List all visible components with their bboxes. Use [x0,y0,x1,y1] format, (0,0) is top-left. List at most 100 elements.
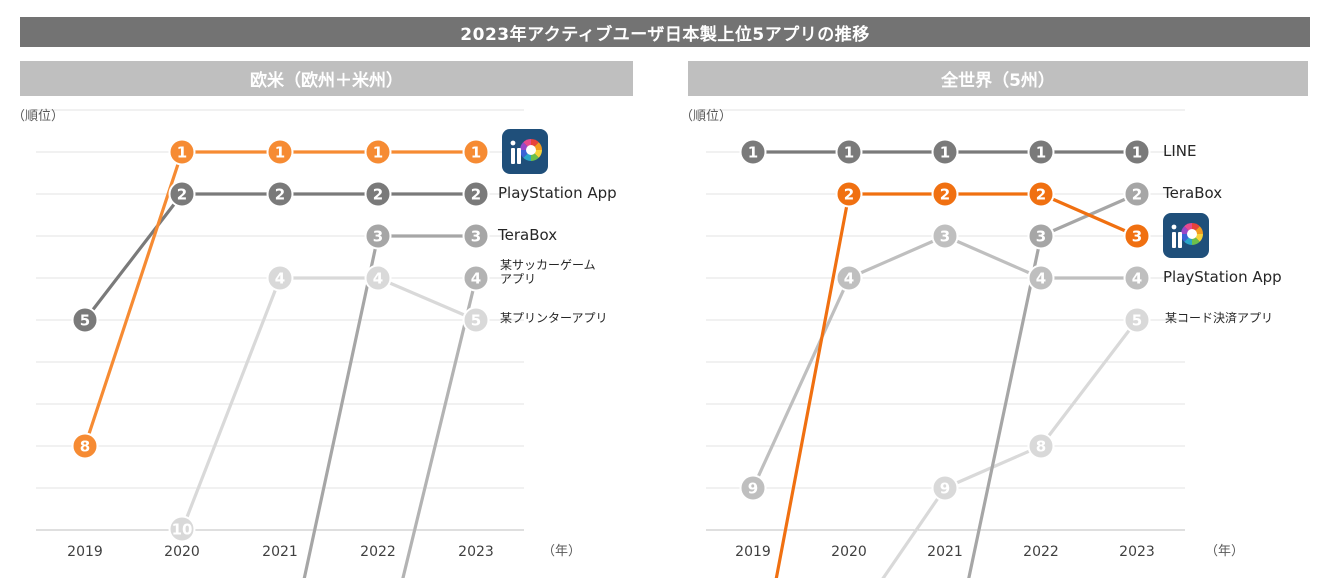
marker-ibispaint-2022: 2 [1027,180,1055,208]
main-title: 2023年アクティブユーザ日本製上位5アプリの推移 [20,17,1310,47]
marker-某コード決済アプリ-2021: 9 [931,474,959,502]
series-line-某プリンターアプリ [180,276,477,531]
svg-text:3: 3 [471,228,481,246]
svg-text:2: 2 [844,186,854,204]
svg-text:4: 4 [1036,270,1046,288]
svg-text:1: 1 [940,144,950,162]
marker-terabox-2023: 3 [462,222,490,250]
marker-ibispaint-2023: 3 [1123,222,1151,250]
marker-terabox-2023: 2 [1123,180,1151,208]
ibis-paint-app-icon [502,129,548,174]
marker-某プリンターアプリ-2023: 5 [462,306,490,334]
svg-text:1: 1 [748,144,758,162]
end-label-playstation-app: PlayStation App [1163,268,1282,286]
marker-playstation-app-2019: 5 [71,306,99,334]
x-tick-2019: 2019 [67,544,103,560]
marker-ibispaint-2021: 2 [931,180,959,208]
x-tick-2022: 2022 [360,544,396,560]
marker-某コード決済アプリ-2023: 5 [1123,306,1151,334]
svg-text:1: 1 [471,144,481,162]
marker-line-2019: 1 [739,138,767,166]
marker-playstation-app-2020: 2 [168,180,196,208]
marker-ibispaint-2020: 2 [835,180,863,208]
marker-ibispaint-2019: 8 [71,432,99,460]
marker-playstation-app-2021: 2 [266,180,294,208]
svg-text:1: 1 [177,144,187,162]
x-tick-2020: 2020 [164,544,200,560]
series-line-terabox [967,192,1138,578]
x-tick-2023: 2023 [1119,544,1155,560]
end-label-某サッカーゲームアプリ: 某サッカーゲームアプリ [500,258,596,286]
end-label-playstation-app: PlayStation App [498,184,617,202]
marker-playstation-app-2019: 9 [739,474,767,502]
svg-text:2: 2 [940,186,950,204]
marker-playstation-app-2020: 4 [835,264,863,292]
svg-text:4: 4 [373,270,383,288]
svg-text:4: 4 [844,270,854,288]
svg-text:5: 5 [1132,312,1142,330]
chart-panel-europe-america: （順位） （年） 2019 2020 2021 2022 2023 10 4 4 5 4 3 3 5 2 2 2 2… [12,109,617,578]
svg-text:5: 5 [471,312,481,330]
series-line-playstation-app [83,192,476,321]
marker-某プリンターアプリ-2020: 10 [168,515,196,543]
marker-line-2022: 1 [1027,138,1055,166]
svg-text:1: 1 [275,144,285,162]
marker-ibispaint-2021: 1 [266,138,294,166]
series-line-ibispaint [774,192,1138,578]
x-tick-2020: 2020 [831,544,867,560]
marker-line-2021: 1 [931,138,959,166]
end-label-某コード決済アプリ: 某コード決済アプリ [1165,310,1273,325]
marker-line-2023: 1 [1123,138,1151,166]
svg-text:2: 2 [1132,186,1142,204]
end-label-terabox: TeraBox [1162,184,1222,202]
x-axis-label: （年） [1205,544,1244,559]
svg-text:4: 4 [275,270,285,288]
svg-text:10: 10 [172,521,193,539]
x-tick-2019: 2019 [735,544,771,560]
series-line-某サッカーゲームアプリ [401,277,478,578]
marker-line-2020: 1 [835,138,863,166]
svg-text:3: 3 [1132,228,1142,246]
svg-text:1: 1 [844,144,854,162]
chart-panel-worldwide: （順位） （年） 2019 2020 2021 2022 2023 9 8 5 9 4 3 4 4 3 2 2 2 2… [680,109,1282,578]
svg-text:3: 3 [373,228,383,246]
marker-ibispaint-2020: 1 [168,138,196,166]
x-tick-2023: 2023 [458,544,494,560]
svg-text:1: 1 [1036,144,1046,162]
y-axis-label: （順位） [680,109,732,124]
x-tick-2021: 2021 [262,544,298,560]
marker-playstation-app-2021: 3 [931,222,959,250]
svg-text:3: 3 [940,228,950,246]
svg-text:9: 9 [748,480,758,498]
svg-text:8: 8 [80,438,90,456]
series-line-terabox [302,234,476,578]
panel-title-worldwide: 全世界（5州） [688,61,1308,96]
marker-terabox-2022: 3 [364,222,392,250]
svg-text:2: 2 [373,186,383,204]
ibis-paint-app-icon [1163,213,1209,258]
marker-某サッカーゲームアプリ-2023: 4 [462,264,490,292]
marker-playstation-app-2023: 2 [462,180,490,208]
end-label-terabox: TeraBox [497,226,557,244]
svg-text:2: 2 [1036,186,1046,204]
marker-ibispaint-2022: 1 [364,138,392,166]
svg-text:2: 2 [177,186,187,204]
svg-text:5: 5 [80,312,90,330]
svg-text:4: 4 [471,270,481,288]
marker-playstation-app-2022: 2 [364,180,392,208]
svg-text:2: 2 [471,186,481,204]
marker-terabox-2022: 3 [1027,222,1055,250]
series-line-某コード決済アプリ [881,319,1139,578]
svg-text:4: 4 [1132,270,1142,288]
x-axis-label: （年） [542,544,581,559]
end-label-某プリンターアプリ: 某プリンターアプリ [500,311,608,325]
svg-text:1: 1 [1132,144,1142,162]
x-tick-2022: 2022 [1023,544,1059,560]
marker-ibispaint-2023: 1 [462,138,490,166]
svg-text:3: 3 [1036,228,1046,246]
svg-text:1: 1 [373,144,383,162]
y-axis-label: （順位） [12,109,64,124]
marker-playstation-app-2023: 4 [1123,264,1151,292]
x-tick-2021: 2021 [927,544,963,560]
